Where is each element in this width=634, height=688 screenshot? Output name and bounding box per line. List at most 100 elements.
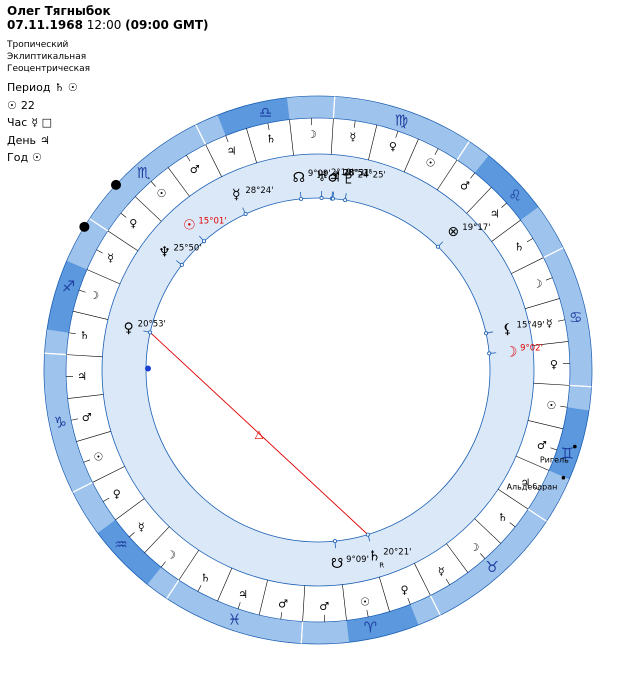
neptune-marker	[179, 262, 184, 267]
birth-time: 12:00	[86, 18, 122, 32]
sun-period-row: ☉ 22	[7, 97, 78, 115]
decan-ruler-icon: ♄	[498, 511, 508, 524]
decan-tick	[509, 522, 516, 528]
sign-sector-shade	[97, 519, 162, 585]
mercury-marker	[243, 211, 248, 216]
decan-tick	[532, 341, 569, 346]
year-label: Год	[7, 151, 29, 164]
sign-divider	[72, 481, 93, 493]
sun-icon: ☉	[183, 218, 196, 234]
decan-ruler-icon: ☽	[89, 289, 99, 302]
decan-tick	[511, 257, 544, 274]
decan-tick	[501, 202, 507, 208]
day-label: День	[7, 133, 37, 147]
fixed-star-marker	[573, 444, 577, 449]
decan-ruler-icon: ♃	[77, 370, 87, 383]
decan-ruler-icon: ♄	[266, 133, 276, 146]
moon-icon: ☽	[505, 344, 518, 360]
pluto-icon: ♇	[342, 171, 355, 187]
decan-tick	[134, 196, 162, 222]
decan-ruler-icon: ♄	[200, 571, 210, 584]
fixed-star-label: Ригель	[540, 456, 569, 465]
leo-sign-icon: ♌	[508, 187, 521, 205]
decan-tick	[66, 354, 103, 358]
day-row: День ♃	[7, 132, 78, 150]
node-degree-label: 9°09'	[308, 169, 331, 179]
setting-zodiac: Тропический	[7, 40, 69, 50]
decan-tick	[527, 420, 564, 430]
decan-tick	[167, 167, 190, 197]
decan-tick	[379, 577, 390, 612]
decan-tick	[217, 567, 233, 602]
year-symbols: ☉	[32, 151, 42, 164]
scorpio-sign-icon: ♏	[137, 164, 151, 182]
chart-header: Олег Тягныбок 07.11.1968 12:00 (09:00 GM…	[7, 4, 209, 32]
decan-tick	[83, 459, 91, 463]
decan-tick	[107, 230, 139, 252]
decan-tick	[72, 310, 109, 320]
node-marker	[299, 196, 304, 201]
uranus-marker	[319, 196, 324, 201]
decan-tick	[342, 584, 347, 621]
pluto-marker	[343, 198, 348, 203]
sun-degree-label: 15°01'	[198, 217, 226, 227]
decan-ruler-icon: ♀	[113, 487, 121, 500]
moon-marker	[487, 351, 492, 356]
decan-tick	[395, 130, 399, 138]
snode-icon: ☋	[331, 556, 343, 572]
sun-period-value: 22	[20, 98, 35, 112]
decan-tick	[414, 563, 431, 596]
sign-divider	[543, 247, 564, 259]
capricorn-sign-icon: ♑	[54, 413, 67, 431]
mercury-degree-label: 28°24'	[245, 186, 273, 196]
decan-tick	[436, 159, 458, 191]
decan-tick	[533, 486, 540, 491]
decan-ruler-icon: ♄	[80, 329, 90, 342]
fixed-star-marker	[561, 475, 566, 480]
hour-label: Час	[7, 116, 28, 129]
saturn-degree-label: 20°21'	[383, 548, 411, 558]
decan-ruler-icon: ♃	[238, 588, 248, 601]
decan-tick	[86, 269, 121, 285]
sign-divider	[429, 595, 441, 616]
outer-point-marker	[79, 221, 90, 232]
uranus-icon: ♅	[316, 169, 329, 185]
decan-tick	[267, 122, 270, 130]
retrograde-mark: R	[379, 562, 384, 570]
decan-ruler-icon: ☉	[157, 187, 167, 200]
decan-tick	[366, 610, 369, 618]
aries-sign-icon: ♈	[364, 619, 377, 637]
jupiter-marker	[330, 196, 335, 201]
period-label: Период	[7, 81, 51, 94]
decan-tick	[186, 154, 191, 162]
decan-tick	[115, 498, 145, 521]
decan-ruler-icon: ☿	[546, 317, 553, 330]
ring-border	[65, 117, 571, 623]
sign-divider	[332, 96, 336, 119]
gemini-sign-icon: ♊	[561, 444, 574, 462]
aspect-line	[149, 332, 369, 535]
node-icon: ☊	[293, 170, 305, 186]
decan-ruler-icon: ♃	[520, 477, 530, 490]
decan-ruler-icon: ♄	[514, 241, 524, 254]
decan-tick	[129, 532, 135, 538]
decan-tick	[474, 518, 502, 544]
decan-tick	[497, 488, 529, 510]
sign-sector-shade	[47, 260, 87, 333]
decan-tick	[102, 497, 110, 502]
datetime-line: 07.11.1968 12:00 (09:00 GMT)	[7, 18, 209, 32]
taurus-sign-icon: ♉	[486, 558, 499, 576]
decan-ruler-icon: ☽	[469, 541, 479, 554]
decan-ruler-icon: ☉	[93, 450, 103, 463]
aquarius-sign-icon: ♒	[114, 535, 127, 553]
decan-tick	[526, 238, 534, 243]
decan-tick	[258, 579, 268, 616]
decan-ruler-icon: ☿	[138, 520, 145, 533]
decan-ruler-icon: ♀	[400, 584, 408, 597]
saturn-icon: ♄	[368, 549, 381, 565]
mars-icon: ♂	[327, 170, 340, 186]
year-row: Год ☉	[7, 149, 78, 167]
chart-settings: Тропический Эклиптикальная Геоцентрическ…	[7, 39, 90, 75]
decan-tick	[466, 186, 492, 214]
